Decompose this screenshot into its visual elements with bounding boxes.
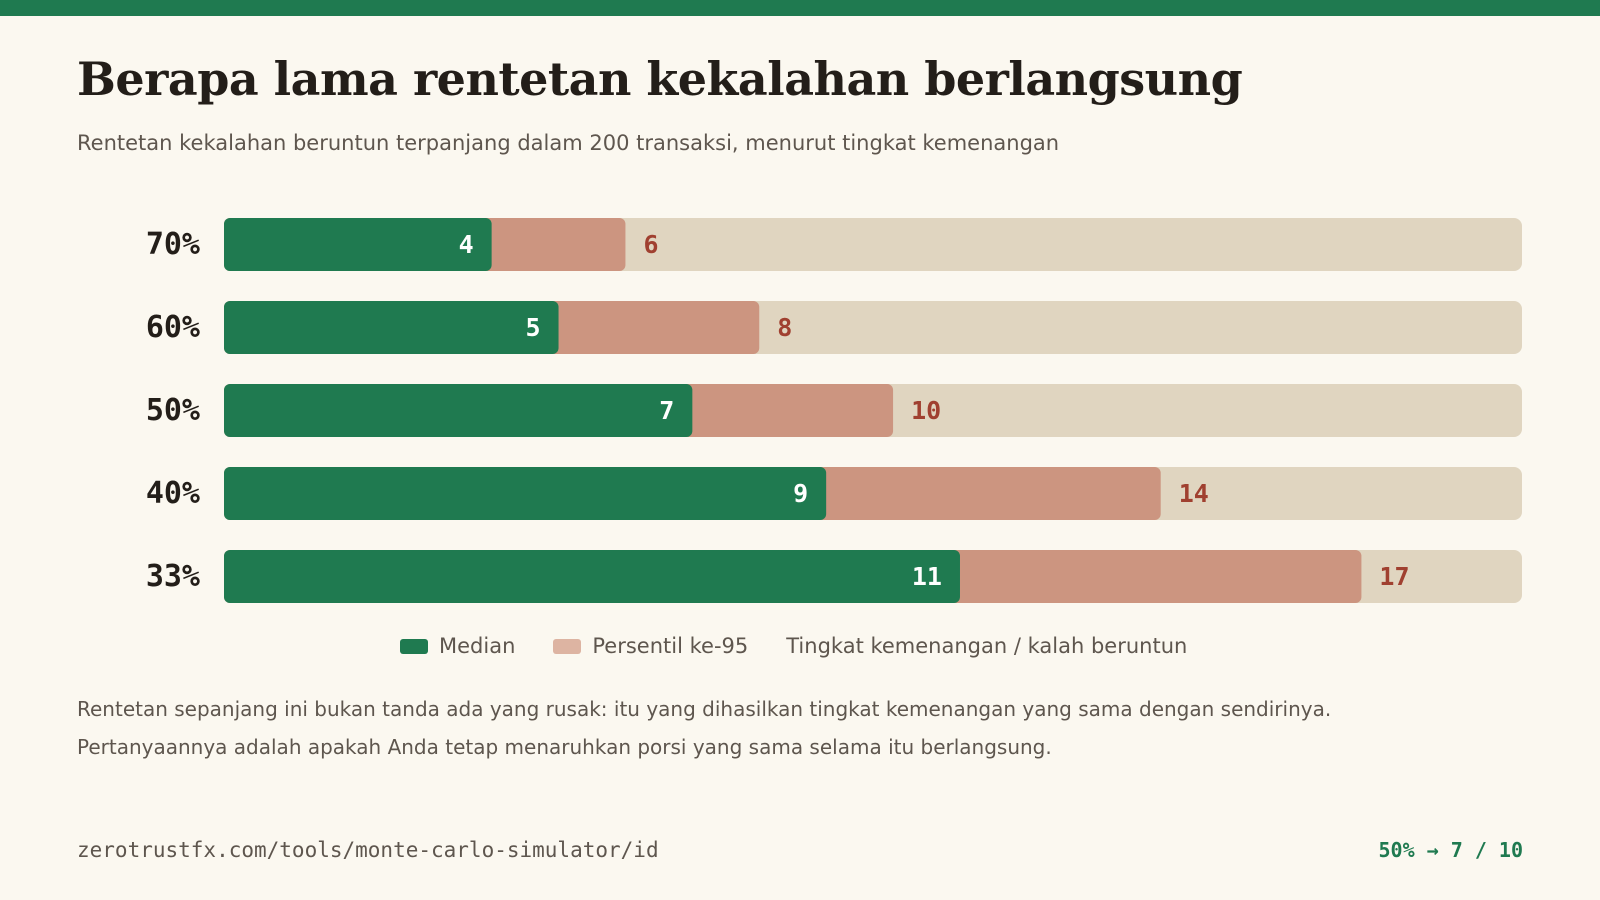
legend-axis-caption: Tingkat kemenangan / kalah beruntun [786,634,1187,658]
p95-value-label: 6 [643,230,658,259]
chart-note: Rentetan sepanjang ini bukan tanda ada y… [77,690,1527,766]
median-value-label: 9 [793,479,808,508]
legend-item-p95: Persentil ke-95 [553,634,748,658]
footer-badge: 50% → 7 / 10 [1378,838,1524,862]
median-value-label: 11 [912,562,942,591]
category-label: 60% [146,310,200,345]
category-label: 70% [146,227,200,262]
bar-median [224,301,559,354]
p95-value-label: 17 [1379,562,1409,591]
note-line-1: Rentetan sepanjang ini bukan tanda ada y… [77,697,1332,721]
page-title: Berapa lama rentetan kekalahan berlangsu… [77,52,1243,106]
legend-swatch-median [400,638,428,654]
bar-median [224,550,960,603]
page-subtitle: Rentetan kekalahan beruntun terpanjang d… [77,131,1060,155]
legend-axis-caption-text: Tingkat kemenangan / kalah beruntun [786,634,1188,658]
category-label: 33% [146,559,200,594]
footer-url: zerotrustfx.com/tools/monte-carlo-simula… [77,838,659,862]
note-line-2: Pertanyaannya adalah apakah Anda tetap m… [77,735,1052,759]
top-accent-bar [0,0,1600,16]
legend-item-median: Median [400,634,515,658]
p95-value-label: 14 [1179,479,1209,508]
legend-label-median: Median [439,634,516,658]
bar-median [224,384,693,437]
category-label: 50% [146,393,200,428]
median-value-label: 4 [459,230,474,259]
bar-median [224,467,827,520]
p95-value-label: 8 [777,313,792,342]
category-label: 40% [146,476,200,511]
legend-label-p95: Persentil ke-95 [592,634,749,658]
legend-swatch-p95 [553,638,582,654]
median-value-label: 5 [525,313,540,342]
chart-legend: Median Persentil ke-95 Tingkat kemenanga… [400,634,1225,658]
p95-value-label: 10 [911,396,941,425]
median-value-label: 7 [659,396,674,425]
bar-median [224,218,492,271]
